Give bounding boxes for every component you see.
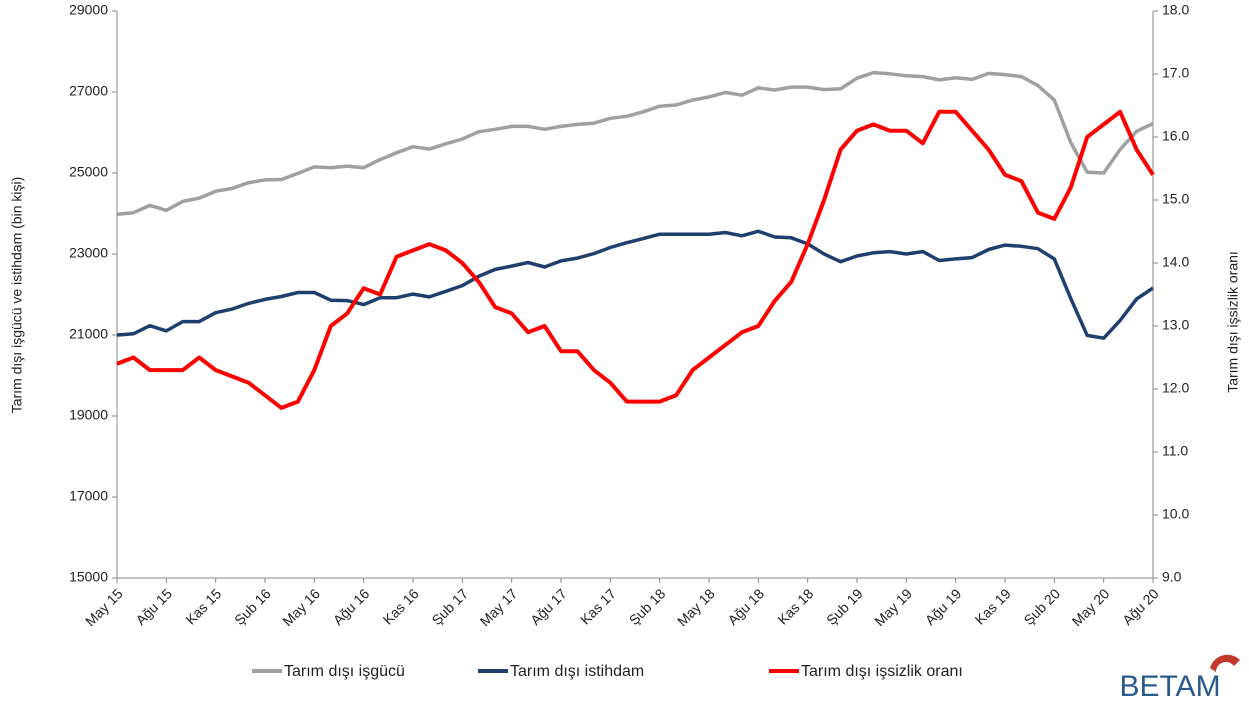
y-tick-label: 21000 — [69, 326, 108, 342]
y-tick-label: 23000 — [69, 245, 108, 261]
x-tick-label: Kas 19 — [972, 585, 1014, 627]
y2-tick-label: 15.0 — [1162, 191, 1189, 207]
y-tick-label: 15000 — [69, 569, 108, 585]
x-tick-label: Şub 18 — [626, 585, 669, 628]
x-tick-label: Şub 16 — [231, 585, 274, 628]
x-tick-label: May 15 — [82, 585, 126, 629]
y2-tick-label: 12.0 — [1162, 380, 1189, 396]
series-line — [116, 70, 1154, 217]
y2-tick-label: 13.0 — [1162, 317, 1189, 333]
x-tick-label: Şub 19 — [823, 585, 866, 628]
x-tick-label: May 19 — [871, 585, 915, 629]
y-tick-label: 25000 — [69, 164, 108, 180]
x-tick-label: Ağu 16 — [330, 585, 373, 628]
y2-axis-label: Tarım dışı işsizlik oranı — [1225, 251, 1241, 393]
y-tick-label: 17000 — [69, 488, 108, 504]
y2-tick-label: 9.0 — [1162, 569, 1182, 585]
legend-label: Tarım dışı işgücü — [284, 663, 405, 680]
x-tick-label: Ağu 18 — [724, 585, 767, 628]
logo-mark — [1210, 654, 1240, 672]
series-line — [116, 109, 1155, 410]
x-tick-label: Ağu 20 — [1119, 585, 1162, 628]
y2-tick-label: 18.0 — [1162, 2, 1189, 18]
y2-tick-label: 11.0 — [1162, 443, 1188, 459]
y-tick-label: 19000 — [69, 407, 108, 423]
x-tick-label: Ağu 19 — [922, 585, 965, 628]
y2-tick-label: 10.0 — [1162, 506, 1189, 522]
x-tick-label: May 20 — [1069, 585, 1113, 629]
x-tick-label: Kas 16 — [380, 585, 422, 627]
y2-tick-label: 14.0 — [1162, 254, 1189, 270]
x-tick-label: Kas 18 — [774, 585, 816, 627]
legend-label: Tarım dışı istihdam — [510, 663, 644, 680]
x-tick-label: May 17 — [477, 585, 521, 629]
x-tick-label: Ağu 15 — [132, 585, 175, 628]
x-tick-label: Şub 20 — [1020, 585, 1063, 628]
x-tick-label: May 16 — [279, 585, 323, 629]
x-tick-label: Kas 17 — [577, 585, 619, 627]
y-tick-label: 27000 — [69, 83, 108, 99]
series-line — [116, 229, 1154, 340]
x-tick-label: Kas 15 — [182, 585, 224, 627]
logo: BETAM — [1119, 670, 1220, 703]
y-tick-label: 29000 — [69, 2, 108, 18]
x-tick-label: May 18 — [674, 585, 718, 629]
y2-tick-label: 17.0 — [1162, 65, 1189, 81]
legend-label: Tarım dışı işsizlik oranı — [801, 663, 963, 680]
x-tick-label: Ağu 17 — [527, 585, 570, 628]
x-tick-label: Şub 17 — [428, 585, 471, 628]
y2-tick-label: 16.0 — [1162, 128, 1189, 144]
y-axis-label: Tarım dışı işgücü ve istihdam (bin kişi) — [9, 177, 25, 414]
